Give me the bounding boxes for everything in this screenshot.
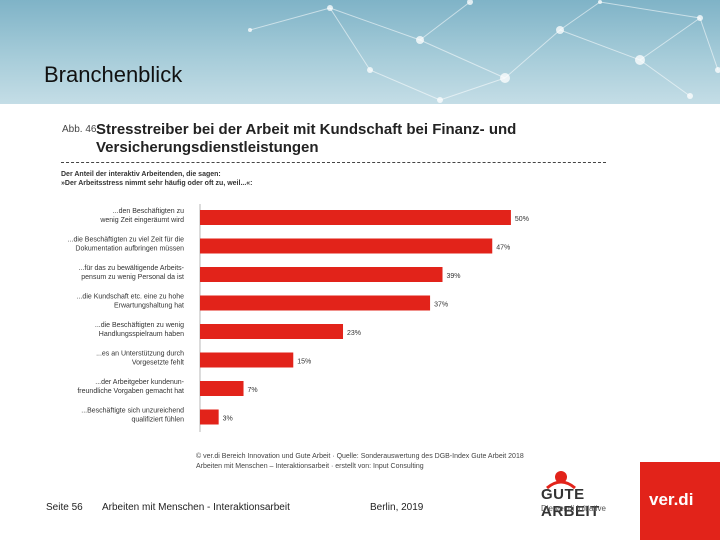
verdi-logo-text: ver.di: [649, 490, 694, 509]
bar: [200, 267, 443, 282]
bar: [200, 409, 219, 425]
gute-arbeit-subtext: Die ver.di Initiative: [541, 504, 606, 513]
figure-label: Abb. 46: [62, 124, 97, 135]
category-label: wenig Zeit eingeräumt wird: [99, 217, 184, 224]
category-label: qualifiziert fühlen: [131, 417, 184, 424]
header-banner: Branchenblick: [0, 0, 720, 104]
gute-arbeit-text: GUTE ARBEIT: [541, 486, 600, 520]
bar: [200, 352, 294, 368]
category-label: ...Beschäftigte sich unzureichend: [81, 408, 184, 415]
value-label: 23%: [347, 330, 361, 337]
category-label: ...es an Unterstützung durch: [96, 351, 184, 358]
category-label: ...für das zu bewältigende Arbeits-: [79, 265, 185, 272]
title-divider: [61, 162, 606, 163]
slide-title: Branchenblick: [44, 62, 183, 87]
bar: [200, 210, 511, 225]
footer-place-date: Berlin, 2019: [370, 502, 424, 513]
bar: [200, 324, 344, 339]
figure-subtitle: Der Anteil der interaktiv Arbeitenden, d…: [61, 170, 253, 188]
source-line-2: Arbeiten mit Menschen – Interaktionsarbe…: [196, 463, 424, 470]
source-note: © ver.di Bereich Innovation und Gute Arb…: [196, 452, 596, 472]
category-label: ...die Beschäftigten zu wenig: [95, 322, 184, 329]
bar: [200, 295, 431, 311]
value-label: 3%: [223, 416, 233, 423]
value-label: 39%: [447, 273, 461, 280]
figure-title: Stresstreiber bei der Arbeit mit Kundsch…: [96, 121, 596, 157]
subtitle-line-1: Der Anteil der interaktiv Arbeitenden, d…: [61, 171, 221, 178]
category-label: freundliche Vorgaben gemacht hat: [77, 388, 184, 395]
category-label: Erwartungshaltung hat: [114, 303, 184, 310]
category-label: ...die Beschäftigten zu viel Zeit für di…: [68, 237, 184, 244]
figure-title-line-1: Stresstreiber bei der Arbeit mit Kundsch…: [96, 121, 517, 138]
footer-page: Seite 56: [46, 502, 83, 513]
source-line-1: © ver.di Bereich Innovation und Gute Arb…: [196, 453, 524, 460]
bar: [200, 238, 493, 254]
verdi-logo: ver.di: [640, 462, 720, 540]
category-label: ...der Arbeitgeber kundenun-: [95, 379, 184, 386]
value-label: 47%: [496, 245, 510, 252]
category-label: ...den Beschäftigten zu: [113, 208, 184, 215]
footer-topic: Arbeiten mit Menschen - Interaktionsarbe…: [102, 502, 290, 513]
category-label: Dokumentation aufbringen müssen: [75, 246, 184, 253]
figure-title-line-2: Versicherungsdienstleistungen: [96, 139, 319, 156]
value-label: 50%: [515, 216, 529, 223]
value-label: 7%: [248, 387, 258, 394]
category-label: ...die Kundschaft etc. eine zu hohe: [77, 294, 185, 301]
gute-arbeit-mark-icon: [546, 471, 576, 490]
value-label: 15%: [297, 359, 311, 366]
category-label: pensum zu wenig Personal da ist: [81, 274, 184, 281]
gute-arbeit-logo: GUTE ARBEIT Die ver.di Initiative: [513, 468, 633, 520]
subtitle-line-2: »Der Arbeitsstress nimmt sehr häufig ode…: [61, 180, 253, 187]
value-label: 37%: [434, 302, 448, 309]
network-graphic: [248, 0, 720, 103]
bar: [200, 381, 244, 396]
category-label: Vorgesetzte fehlt: [132, 360, 184, 367]
category-label: Handlungsspielraum haben: [99, 331, 184, 338]
